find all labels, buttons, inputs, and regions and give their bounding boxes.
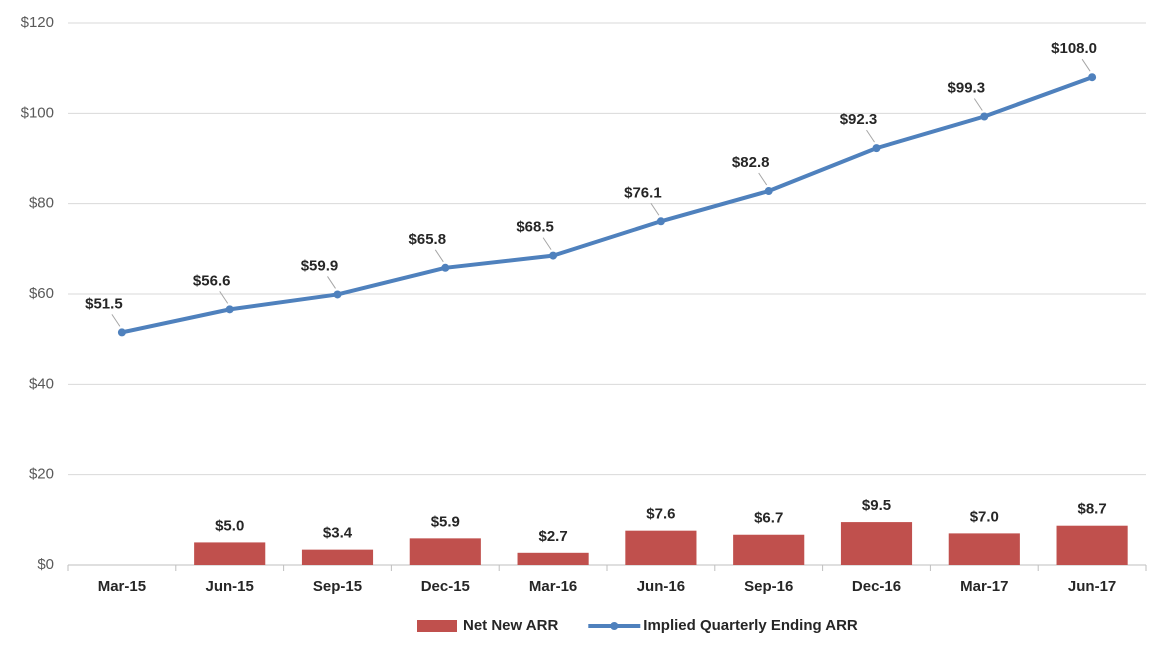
data-label: $76.1 bbox=[624, 184, 662, 201]
x-tick-label: Mar-15 bbox=[98, 578, 146, 595]
x-tick-label: Jun-17 bbox=[1068, 578, 1116, 595]
line bbox=[121, 75, 1093, 335]
data-label: $5.9 bbox=[431, 513, 460, 530]
leader-line bbox=[219, 291, 229, 304]
data-label: $6.7 bbox=[754, 510, 783, 527]
bar bbox=[194, 542, 266, 565]
data-label: $5.0 bbox=[215, 517, 244, 534]
leader-line bbox=[758, 172, 768, 186]
data-label: $8.7 bbox=[1077, 501, 1106, 518]
y-tick-label: $0 bbox=[37, 556, 54, 573]
line-point bbox=[549, 251, 558, 260]
leader-line bbox=[327, 276, 336, 289]
data-label: $7.0 bbox=[970, 508, 999, 525]
bar bbox=[840, 522, 913, 565]
bar bbox=[1056, 525, 1128, 565]
data-label: $51.5 bbox=[85, 295, 123, 312]
leader-line bbox=[434, 249, 444, 263]
legend-label: Net New ARR bbox=[463, 617, 558, 634]
data-label: $68.5 bbox=[516, 219, 554, 236]
line-point bbox=[764, 187, 773, 196]
data-label: $2.7 bbox=[538, 528, 567, 545]
leader-line bbox=[542, 237, 552, 250]
x-tick-label: Jun-16 bbox=[637, 578, 685, 595]
legend-swatch-point bbox=[610, 622, 619, 630]
y-tick-label: $100 bbox=[21, 104, 54, 121]
leader-line bbox=[111, 314, 121, 327]
leader-line bbox=[973, 98, 983, 111]
data-label: $99.3 bbox=[948, 79, 986, 96]
line-point bbox=[441, 263, 450, 272]
line-point bbox=[333, 290, 342, 299]
data-label: $92.3 bbox=[840, 111, 878, 128]
line-point bbox=[117, 328, 126, 337]
bar bbox=[948, 533, 1020, 565]
x-tick-label: Mar-17 bbox=[960, 578, 1008, 595]
data-label: $82.8 bbox=[732, 154, 770, 171]
data-label: $7.6 bbox=[646, 506, 675, 523]
x-tick-label: Sep-15 bbox=[313, 578, 362, 595]
legend-swatch bbox=[417, 620, 457, 632]
data-label: $3.4 bbox=[323, 525, 353, 542]
data-label: $108.0 bbox=[1051, 40, 1097, 57]
line-point bbox=[872, 144, 881, 153]
bar bbox=[733, 534, 805, 565]
leader-line bbox=[866, 129, 875, 143]
data-label: $56.6 bbox=[193, 272, 231, 289]
leader-line bbox=[650, 203, 660, 216]
y-tick-label: $20 bbox=[29, 466, 54, 483]
x-tick-label: Dec-15 bbox=[421, 578, 470, 595]
y-tick-label: $80 bbox=[29, 195, 54, 212]
y-tick-label: $120 bbox=[21, 14, 54, 31]
legend-label: Implied Quarterly Ending ARR bbox=[643, 617, 858, 634]
bar bbox=[625, 530, 697, 565]
x-tick-label: Jun-15 bbox=[206, 578, 254, 595]
line-point bbox=[980, 112, 989, 121]
x-tick-label: Dec-16 bbox=[852, 578, 901, 595]
line-point bbox=[1088, 73, 1097, 82]
line-point bbox=[656, 217, 665, 226]
data-label: $9.5 bbox=[862, 497, 891, 514]
bar bbox=[301, 549, 374, 565]
x-tick-label: Sep-16 bbox=[744, 578, 793, 595]
y-tick-label: $60 bbox=[29, 285, 54, 302]
data-label: $59.9 bbox=[301, 257, 339, 274]
line-point bbox=[225, 305, 234, 314]
leader-line bbox=[1081, 58, 1091, 72]
x-tick-label: Mar-16 bbox=[529, 578, 577, 595]
bar bbox=[409, 538, 481, 565]
bar bbox=[517, 552, 589, 565]
y-tick-label: $40 bbox=[29, 375, 54, 392]
data-label: $65.8 bbox=[409, 231, 447, 248]
